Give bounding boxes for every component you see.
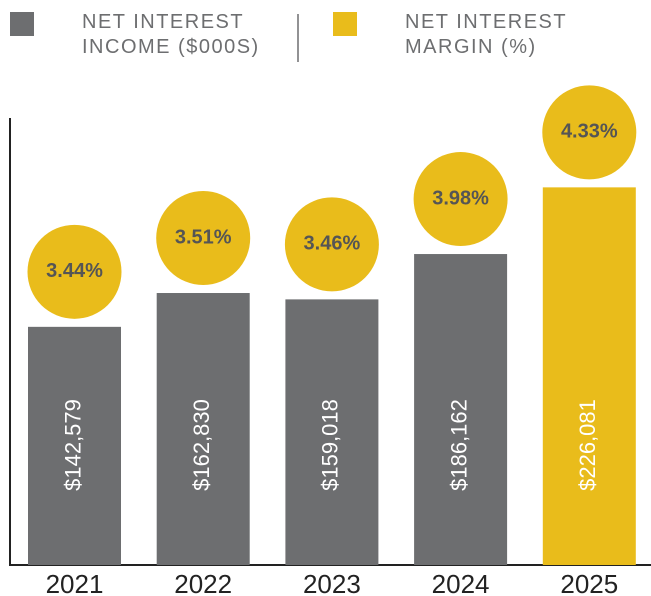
margin-label: 3.98%	[432, 187, 489, 209]
margin-label: 3.46%	[304, 233, 361, 255]
bar	[28, 326, 121, 565]
bar	[285, 299, 379, 565]
legend-label: NET INTEREST INCOME ($000S)	[82, 11, 260, 58]
x-tick-label: 2025	[560, 569, 618, 596]
bar	[542, 187, 636, 565]
bar	[414, 254, 508, 565]
margin-label: 4.33%	[561, 121, 618, 143]
margin-bubble	[27, 224, 122, 319]
x-tick-label: 2024	[432, 569, 490, 596]
margin-bubble	[542, 85, 637, 180]
margin-label: 3.44%	[46, 260, 103, 282]
margin-bubble	[156, 191, 251, 286]
bar	[156, 293, 250, 565]
x-tick-label: 2023	[303, 569, 361, 596]
margin-label: 3.51%	[175, 226, 232, 248]
bar-value-label: $162,830	[189, 399, 214, 491]
margin-bubble	[284, 197, 379, 292]
margin-bubble	[413, 152, 508, 247]
bar-value-label: $226,081	[575, 399, 600, 491]
bar-value-label: $159,018	[318, 399, 343, 491]
bar-value-label: $186,162	[446, 399, 471, 491]
x-tick-label: 2021	[46, 569, 104, 596]
legend-swatch	[333, 12, 357, 36]
legend-swatch	[10, 12, 34, 36]
x-tick-label: 2022	[174, 569, 232, 596]
legend-label: NET INTEREST MARGIN (%)	[405, 11, 567, 58]
bar-value-label: $142,579	[60, 399, 85, 491]
